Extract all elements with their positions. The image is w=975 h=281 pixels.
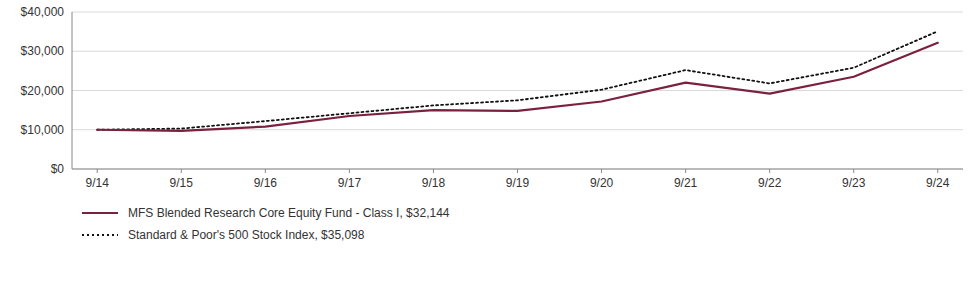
x-tick bbox=[937, 169, 938, 173]
x-tick bbox=[517, 169, 518, 173]
x-tick-label: 9/23 bbox=[842, 176, 866, 190]
grid-line bbox=[72, 51, 963, 52]
legend-swatch bbox=[82, 212, 118, 214]
x-tick bbox=[853, 169, 854, 173]
y-tick-label: $30,000 bbox=[21, 44, 65, 58]
x-tick-label: 9/14 bbox=[86, 176, 110, 190]
x-tick-label: 9/17 bbox=[338, 176, 362, 190]
x-tick bbox=[349, 169, 350, 173]
x-tick-label: 9/19 bbox=[506, 176, 530, 190]
x-tick bbox=[181, 169, 182, 173]
legend-label: MFS Blended Research Core Equity Fund - … bbox=[128, 206, 450, 220]
x-tick bbox=[433, 169, 434, 173]
x-tick bbox=[769, 169, 770, 173]
legend: MFS Blended Research Core Equity Fund - … bbox=[82, 206, 450, 242]
x-tick-label: 9/16 bbox=[254, 176, 278, 190]
x-tick-label: 9/15 bbox=[170, 176, 194, 190]
line bbox=[97, 43, 938, 131]
x-tick-label: 9/21 bbox=[674, 176, 698, 190]
x-tick-label: 9/22 bbox=[758, 176, 782, 190]
grid-line bbox=[72, 90, 963, 91]
y-axis: $0 $10,000 $20,000 $30,000 $40,000 bbox=[21, 5, 963, 176]
y-axis-line bbox=[72, 12, 73, 169]
legend-label: Standard & Poor's 500 Stock Index, $35,0… bbox=[128, 228, 365, 242]
x-tick bbox=[685, 169, 686, 173]
x-tick-label: 9/20 bbox=[590, 176, 614, 190]
x-tick bbox=[601, 169, 602, 173]
y-tick-label: $10,000 bbox=[21, 123, 65, 137]
chart: $0$10,000$20,000$30,000$40,0009/149/159/… bbox=[0, 0, 975, 281]
x-axis: 9/14 9/15 9/16 9/17 9/18 9/19 9/20 9/21 9/22 9/23… bbox=[86, 169, 950, 190]
series-group bbox=[97, 31, 938, 131]
legend-swatch bbox=[82, 234, 118, 236]
y-tick-label: $0 bbox=[51, 162, 65, 176]
x-tick bbox=[265, 169, 266, 173]
x-tick-label: 9/18 bbox=[422, 176, 446, 190]
y-tick-label: $40,000 bbox=[21, 5, 65, 19]
x-tick bbox=[97, 169, 98, 173]
line bbox=[97, 31, 938, 130]
x-tick-label: 9/24 bbox=[926, 176, 950, 190]
chart-container: $0$10,000$20,000$30,000$40,0009/149/159/… bbox=[0, 0, 975, 281]
grid-line bbox=[72, 12, 963, 13]
y-tick-label: $20,000 bbox=[21, 84, 65, 98]
